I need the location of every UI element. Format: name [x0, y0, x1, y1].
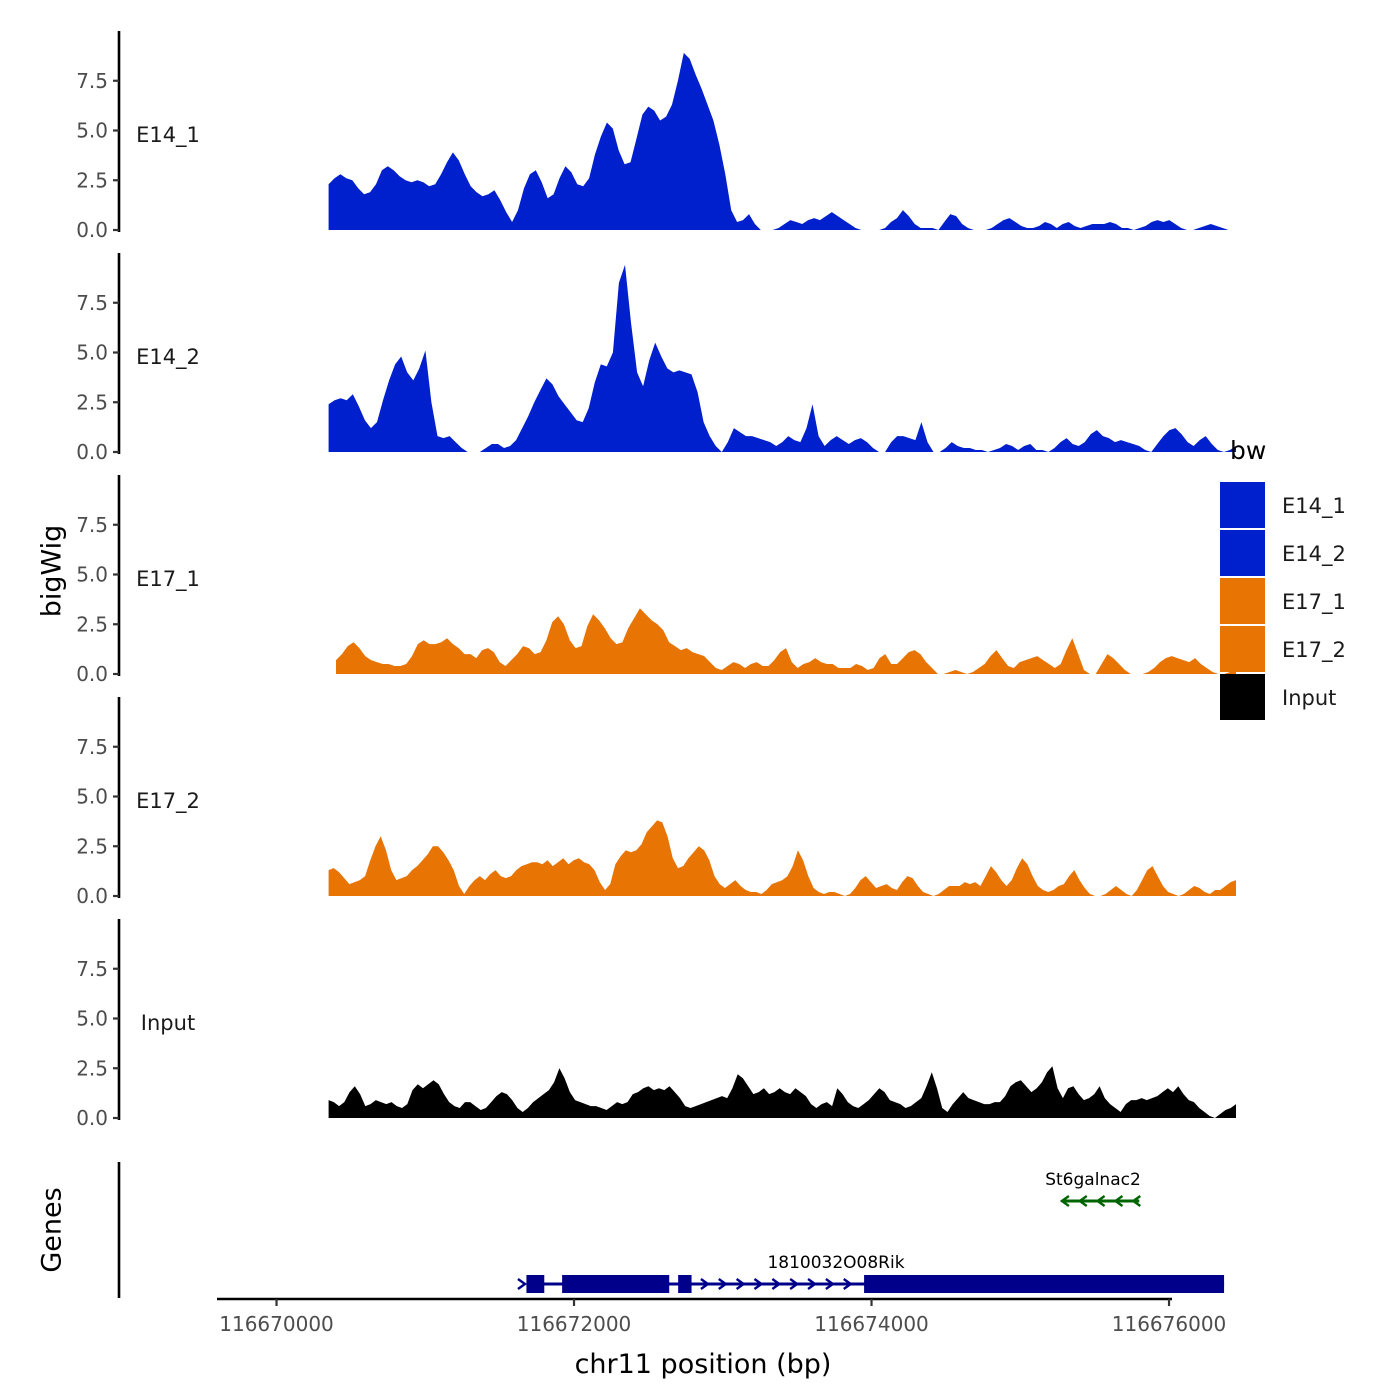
y-tick-label: 7.5	[76, 513, 108, 537]
strand-arrow	[735, 1278, 746, 1290]
y-tick-label: 0.0	[76, 884, 108, 908]
area-e14-1	[328, 52, 1229, 231]
area-e17-1	[336, 608, 1236, 674]
legend: bw E14_1 E14_2 E17_1 E17_2 Input	[1220, 436, 1346, 720]
legend-swatch	[1220, 482, 1265, 528]
legend-label: E17_2	[1282, 638, 1346, 663]
y-axis-title: bigWig	[37, 525, 68, 618]
panel-e14-1: 0.0 2.5 5.0 7.5 E14_1	[76, 31, 1229, 242]
strand-arrow	[655, 1278, 666, 1290]
y-tick-label: 2.5	[76, 834, 108, 858]
x-tick-label: 116670000	[219, 1312, 334, 1336]
y-tick-label: 7.5	[76, 291, 108, 315]
gene-st6galnac2: St6galnac2	[1045, 1170, 1141, 1207]
strip-label: E14_1	[136, 123, 200, 148]
gene-label: St6galnac2	[1045, 1170, 1141, 1190]
legend-label: Input	[1282, 686, 1336, 710]
panel-input: 0.0 2.5 5.0 7.5 Input	[76, 919, 1237, 1130]
legend-label: E14_2	[1282, 542, 1346, 567]
x-axis: chr11 position (bp) 116670000 116672000 11…	[217, 1297, 1227, 1380]
panel-e17-1: 0.0 2.5 5.0 7.5 E17_1	[76, 475, 1236, 686]
strand-arrow	[718, 1278, 728, 1290]
signal-panels: 0.0 2.5 5.0 7.5 E14_1 0.0 2.5 5.0 7.5 E14_2 0.0 2.5…	[76, 31, 1237, 1130]
x-tick-label: 116674000	[814, 1312, 929, 1336]
gene-exon	[526, 1275, 545, 1293]
legend-swatch	[1220, 626, 1265, 672]
x-tick-label: 116672000	[517, 1312, 632, 1336]
panel-e14-2: 0.0 2.5 5.0 7.5 E14_2	[76, 253, 1237, 464]
y-tick-label: 2.5	[76, 390, 108, 414]
y-tick-label: 0.0	[76, 440, 108, 464]
genes-panel: Genes 1810032O08Rik St6galnac2	[37, 1162, 1225, 1298]
y-tick-label: 7.5	[76, 957, 108, 981]
gene-exon	[864, 1275, 1225, 1293]
y-tick-label: 0.0	[76, 1106, 108, 1130]
strand-arrow	[1131, 1195, 1141, 1207]
gene-exon	[678, 1275, 692, 1293]
strand-arrow	[1095, 1195, 1106, 1207]
strand-arrow	[843, 1278, 853, 1290]
strand-arrow	[1113, 1195, 1124, 1207]
legend-swatch	[1220, 530, 1265, 576]
strand-arrow	[753, 1278, 764, 1290]
strand-arrow	[639, 1278, 650, 1290]
y-axis-title-text: bigWig	[37, 525, 68, 618]
strip-label: E17_1	[136, 567, 200, 592]
gene-1810032o08rik: 1810032O08Rik	[517, 1253, 1225, 1293]
strand-arrow	[700, 1278, 710, 1290]
strip-label: Input	[141, 1011, 195, 1035]
strand-arrow	[825, 1278, 835, 1290]
legend-label: E17_1	[1282, 590, 1346, 615]
strip-label: E17_2	[136, 789, 200, 814]
y-tick-label: 5.0	[76, 119, 108, 143]
legend-swatch	[1220, 578, 1265, 624]
strand-arrow	[807, 1278, 818, 1290]
y-tick-label: 0.0	[76, 218, 108, 242]
panel-e17-2: 0.0 2.5 5.0 7.5 E17_2	[76, 697, 1237, 908]
strand-arrow	[789, 1278, 800, 1290]
y-tick-label: 0.0	[76, 662, 108, 686]
area-e14-2	[328, 264, 1237, 452]
strand-arrow	[594, 1278, 605, 1290]
x-tick-label: 116676000	[1112, 1312, 1227, 1336]
y-tick-label: 2.5	[76, 168, 108, 192]
legend-swatch	[1220, 674, 1265, 720]
y-tick-label: 5.0	[76, 563, 108, 587]
legend-title: bw	[1230, 436, 1266, 465]
genes-track-label: Genes	[37, 1187, 68, 1272]
area-e17-2	[328, 820, 1237, 896]
strand-arrow	[572, 1278, 583, 1290]
strip-label: E14_2	[136, 345, 200, 370]
x-axis-title: chr11 position (bp)	[575, 1349, 832, 1380]
legend-label: E14_1	[1282, 494, 1346, 519]
y-tick-label: 2.5	[76, 1056, 108, 1080]
y-tick-label: 7.5	[76, 69, 108, 93]
y-tick-label: 5.0	[76, 785, 108, 809]
strand-arrow	[1077, 1195, 1088, 1207]
y-tick-label: 5.0	[76, 1007, 108, 1031]
y-tick-label: 2.5	[76, 612, 108, 636]
gene-label: 1810032O08Rik	[767, 1253, 904, 1273]
strand-arrow	[771, 1278, 782, 1290]
y-tick-label: 5.0	[76, 341, 108, 365]
y-tick-label: 7.5	[76, 735, 108, 759]
area-input	[328, 1066, 1237, 1118]
strand-arrow	[1059, 1195, 1070, 1207]
strand-arrow	[616, 1278, 627, 1290]
strand-arrow	[517, 1278, 528, 1290]
